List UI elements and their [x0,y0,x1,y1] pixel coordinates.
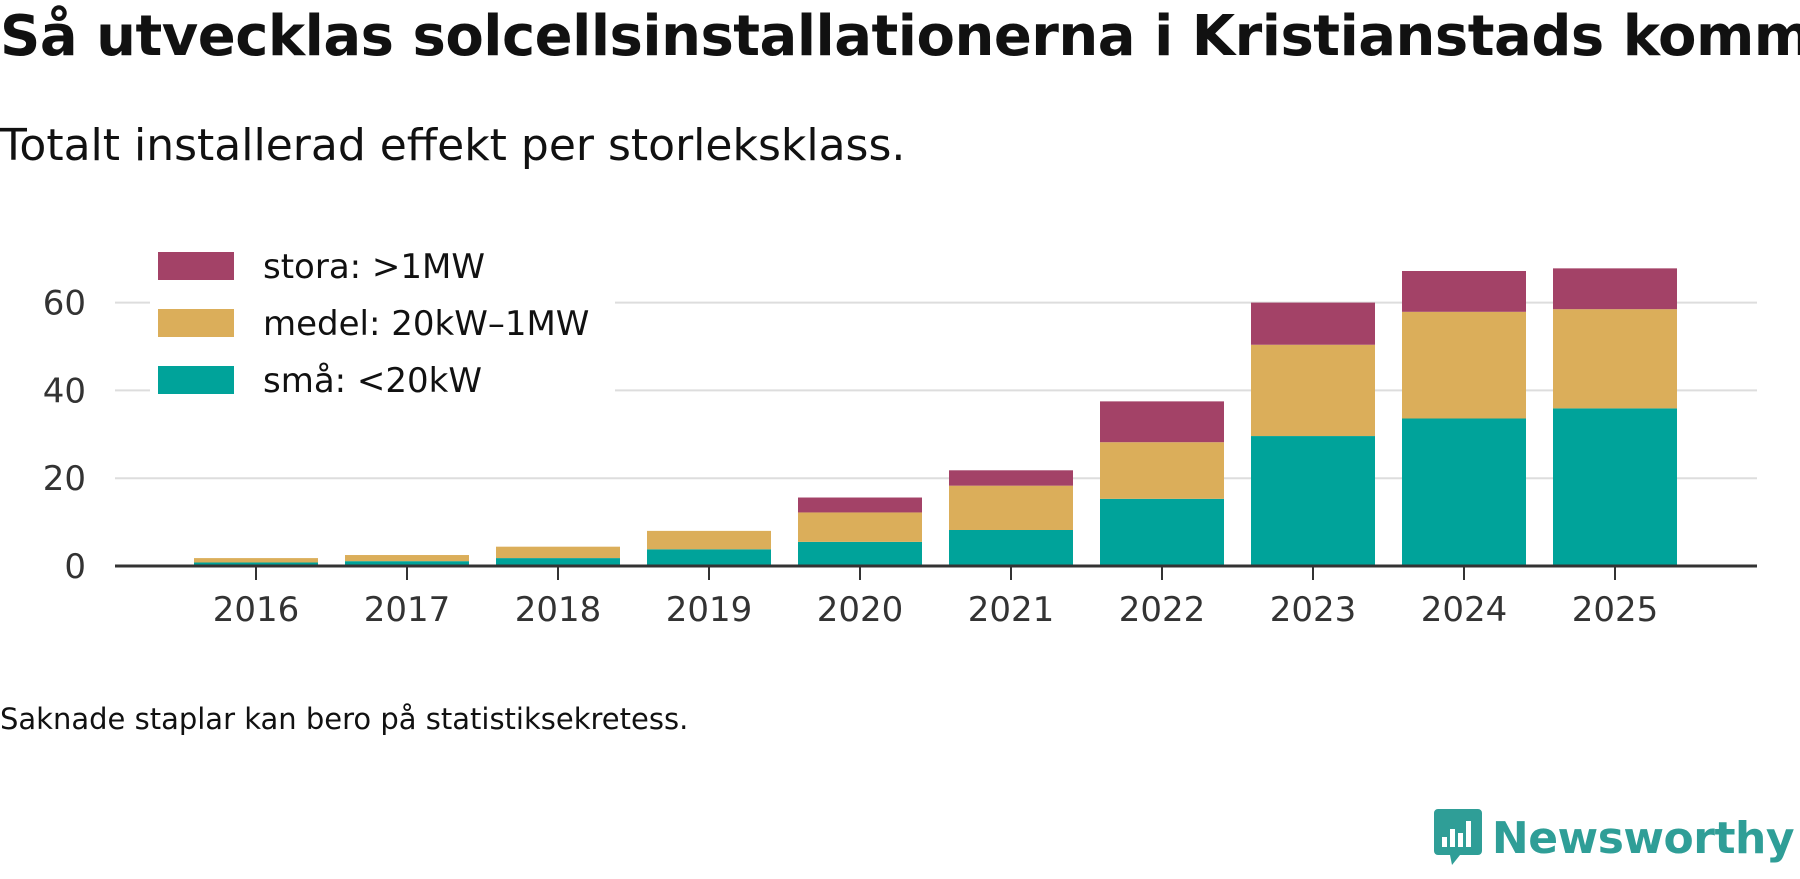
x-tick-label: 2021 [968,590,1055,630]
y-tick-label: 60 [43,284,86,324]
y-tick-label: 20 [43,459,86,499]
bar-stora-2023[interactable] [1251,302,1375,345]
chart-subtitle: Totalt installerad effekt per storlekskl… [0,120,906,171]
bar-medel-2021[interactable] [949,485,1073,531]
x-tick-label: 2017 [364,590,451,630]
bar-stora-2021[interactable] [949,470,1073,486]
bar-medel-2022[interactable] [1100,442,1224,499]
legend-swatch-medel [158,309,234,337]
legend-label-stora: stora: >1MW [263,247,485,287]
x-tick-label: 2023 [1270,590,1357,630]
legend-label-sma: små: <20kW [263,361,482,401]
bar-medel-2025[interactable] [1553,309,1677,409]
bar-medel-2016[interactable] [194,558,318,563]
stacked-bar-chart: 0 20 40 60 2016 2017 2018 2019 2020 2021 2022 2023 2… [43,230,1757,630]
bar-sma-2020[interactable] [798,541,922,566]
bar-sma-2022[interactable] [1100,498,1224,566]
brand-name: Newsworthy [1491,812,1795,864]
y-tick-label: 0 [64,547,86,587]
legend-label-medel: medel: 20kW–1MW [263,304,589,344]
bar-medel-2020[interactable] [798,512,922,542]
bar-sma-2019[interactable] [647,549,771,566]
bar-stora-2020[interactable] [798,497,922,513]
bar-medel-2019[interactable] [647,530,771,550]
bar-medel-2023[interactable] [1251,344,1375,437]
bar-sma-2025[interactable] [1553,408,1677,566]
bar-medel-2024[interactable] [1402,311,1526,419]
bar-sma-2023[interactable] [1251,436,1375,566]
bar-sma-2024[interactable] [1402,418,1526,566]
x-tick-label: 2016 [213,590,300,630]
bar-medel-2017[interactable] [345,555,469,562]
bar-stora-2022[interactable] [1100,401,1224,443]
bar-sma-2018[interactable] [496,558,620,566]
bar-stora-2025[interactable] [1553,268,1677,310]
newsworthy-brand[interactable]: Newsworthy [1432,807,1795,869]
y-tick-label: 40 [43,371,86,411]
x-tick-label: 2022 [1119,590,1206,630]
bar-chart-speech-bubble-icon [1433,809,1482,865]
x-tick-label: 2025 [1572,590,1659,630]
x-tick-label: 2020 [817,590,904,630]
chart-title: Så utvecklas solcellsinstallationerna i … [0,4,1800,69]
legend-swatch-stora [158,252,234,280]
legend-swatch-sma [158,366,234,394]
x-tick-label: 2019 [666,590,753,630]
bar-sma-2016[interactable] [194,562,318,566]
x-tick-label: 2018 [515,590,602,630]
x-tick-label: 2024 [1421,590,1508,630]
bar-sma-2017[interactable] [345,561,469,566]
bar-stora-2024[interactable] [1402,270,1526,312]
bar-medel-2018[interactable] [496,546,620,559]
footnote: Saknade staplar kan bero på statistiksek… [0,702,689,736]
bar-sma-2021[interactable] [949,530,1073,566]
